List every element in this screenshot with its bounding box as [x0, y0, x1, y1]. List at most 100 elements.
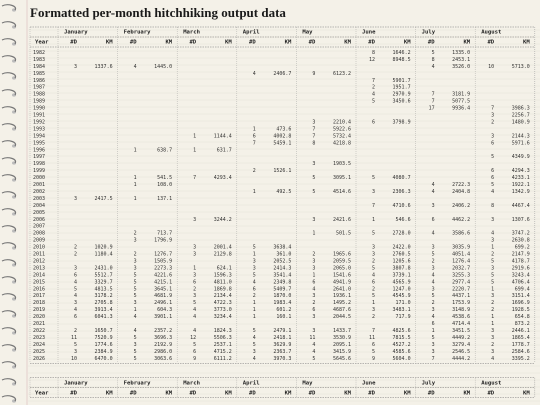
- km-cell: 4437.1: [452, 293, 470, 299]
- days-cell: 4: [432, 272, 435, 278]
- days-cell: 5: [134, 293, 137, 299]
- km-cell: 2479.1: [273, 328, 291, 334]
- km-cell: 7815.5: [393, 335, 411, 341]
- days-cell: 5: [134, 349, 137, 355]
- km-cell: 4462.2: [452, 217, 470, 223]
- days-cell: 2: [372, 314, 375, 320]
- binding-ring: [1, 55, 17, 62]
- km-cell: 2144.3: [512, 133, 530, 139]
- days-cell: 3: [312, 119, 315, 125]
- days-cell: 3: [312, 217, 315, 223]
- year-cell: 2002: [33, 189, 45, 195]
- year-cell: 2018: [33, 300, 45, 306]
- km-cell: 4714.4: [452, 321, 470, 327]
- column-label: KM: [463, 390, 470, 396]
- binding-ring: [1, 395, 17, 402]
- column-label: #D: [130, 40, 137, 46]
- days-cell: 7: [491, 106, 494, 112]
- days-cell: 5: [312, 356, 315, 362]
- km-cell: 699.2: [515, 245, 530, 251]
- km-cell: 4221.6: [154, 272, 172, 278]
- days-cell: 6: [74, 314, 77, 320]
- days-cell: 5: [432, 293, 435, 299]
- km-cell: 2418.1: [273, 335, 291, 341]
- page-title: Formatted per-month hitchhiking output d…: [30, 5, 286, 20]
- km-cell: 6111.2: [214, 356, 232, 362]
- days-cell: 1: [193, 265, 196, 271]
- km-cell: 4349.9: [512, 154, 530, 160]
- year-cell: 1999: [33, 168, 45, 174]
- km-cell: 5077.5: [452, 99, 470, 105]
- days-cell: 5: [312, 175, 315, 181]
- days-cell: 7: [372, 328, 375, 334]
- km-cell: 4681.9: [154, 293, 172, 299]
- days-cell: 5: [193, 342, 196, 348]
- year-cell: 2006: [33, 217, 45, 223]
- column-label: KM: [225, 390, 232, 396]
- km-cell: 3586.6: [452, 231, 470, 237]
- year-cell: 1991: [33, 113, 45, 119]
- binding-ring: [1, 361, 17, 368]
- days-cell: 3: [312, 265, 315, 271]
- days-cell: 9: [193, 356, 196, 362]
- km-cell: 8948.5: [393, 57, 411, 63]
- days-cell: 3: [74, 196, 77, 202]
- year-cell: 2008: [33, 231, 45, 237]
- days-cell: 3: [432, 203, 435, 209]
- km-cell: 4687.6: [333, 307, 351, 313]
- days-cell: 3: [372, 245, 375, 251]
- km-cell: 541.5: [157, 175, 172, 181]
- year-cell: 2017: [33, 293, 45, 299]
- days-cell: 3: [432, 265, 435, 271]
- km-cell: 2129.8: [214, 252, 232, 258]
- binding-ring: [1, 140, 17, 147]
- days-cell: 3: [491, 293, 494, 299]
- km-cell: 2406.2: [452, 203, 470, 209]
- km-cell: 1205.6: [393, 258, 411, 264]
- km-cell: 1965.6: [333, 252, 351, 258]
- km-cell: 1505.9: [154, 258, 172, 264]
- column-label: KM: [106, 40, 113, 46]
- days-cell: 2: [372, 258, 375, 264]
- km-cell: 4585.6: [393, 349, 411, 355]
- days-cell: 3: [134, 265, 137, 271]
- km-cell: 1865.4: [512, 335, 530, 341]
- month-header: June: [362, 30, 376, 36]
- km-cell: 501.5: [336, 231, 351, 237]
- km-cell: 2641.0: [333, 286, 351, 292]
- km-cell: 654.8: [515, 314, 530, 320]
- binding-ring: [1, 123, 17, 130]
- days-cell: 5: [312, 189, 315, 195]
- column-label: #D: [428, 40, 435, 46]
- days-cell: 5: [491, 258, 494, 264]
- days-cell: 5: [491, 279, 494, 285]
- km-cell: 492.5: [276, 189, 291, 195]
- binding-ring: [1, 89, 17, 96]
- days-cell: 4: [312, 286, 315, 292]
- month-header: August: [481, 380, 501, 386]
- column-label: KM: [404, 40, 411, 46]
- days-cell: 2: [372, 85, 375, 91]
- km-cell: 4527.2: [393, 342, 411, 348]
- days-cell: 3: [491, 328, 494, 334]
- km-cell: 3541.4: [273, 272, 291, 278]
- days-cell: 6: [491, 175, 494, 181]
- km-cell: 3243.4: [512, 272, 530, 278]
- days-cell: 6: [491, 140, 494, 146]
- km-cell: 5604.0: [393, 356, 411, 362]
- days-cell: 2: [491, 342, 494, 348]
- column-label: #D: [70, 40, 77, 46]
- days-cell: 1: [253, 314, 256, 320]
- year-cell: 2021: [33, 321, 45, 327]
- days-cell: 4: [432, 314, 435, 320]
- year-cell: 2003: [33, 196, 45, 202]
- km-cell: 4449.2: [452, 335, 470, 341]
- binding-ring: [1, 72, 17, 79]
- km-cell: 873.2: [515, 321, 530, 327]
- days-cell: 6: [253, 286, 256, 292]
- days-cell: 6: [491, 168, 494, 174]
- column-label: #D: [130, 390, 137, 396]
- km-cell: 1445.0: [154, 64, 172, 70]
- month-header: July: [422, 380, 436, 386]
- days-cell: 3: [134, 300, 137, 306]
